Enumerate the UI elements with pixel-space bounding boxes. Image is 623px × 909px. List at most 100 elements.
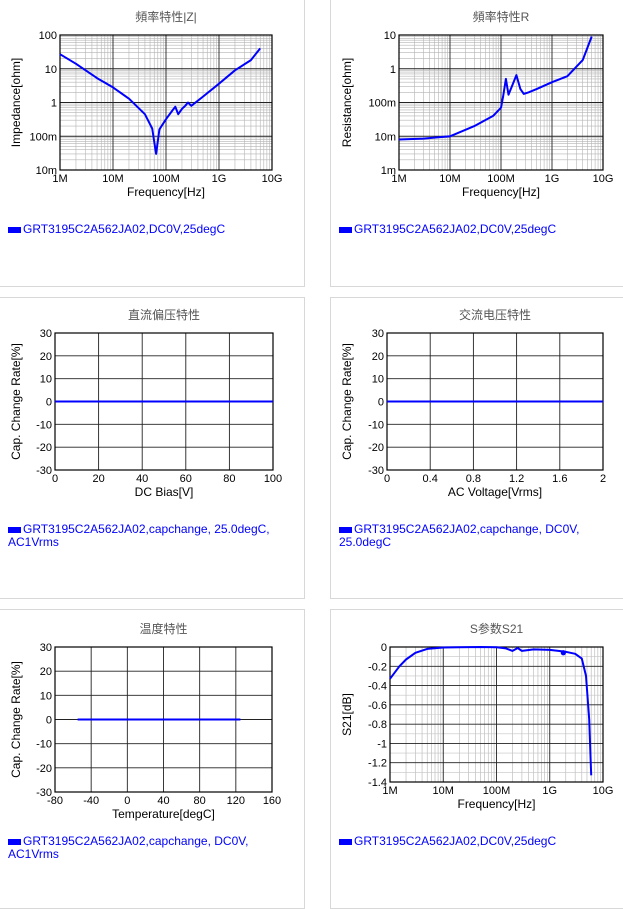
x-axis-label: Frequency[Hz] <box>127 185 205 199</box>
y-tick-label: 10 <box>40 690 52 702</box>
x-tick-label: 1.6 <box>552 473 567 485</box>
chart-temperature: -80 -40 0 40 80 120 160 -30 -20 -10 0 10 20 30 温度特性 Tem… <box>9 621 281 821</box>
legend-label: GRT3195C2A562JA02,DC0V,25degC <box>354 834 557 848</box>
y-tick-label: 10m <box>375 131 396 143</box>
y-axis-label: S21[dB] <box>340 693 354 736</box>
x-tick-label: 160 <box>263 795 281 807</box>
chart-s21: 1M 10M 100M 1G 10G -1.4 -1.2 -1 -0.8 -0.6 -0.4 -0.2… <box>340 621 614 811</box>
y-axis-label: Cap. Change Rate[%] <box>9 343 23 460</box>
x-axis-label: Frequency[Hz] <box>462 185 540 199</box>
x-tick-label: 1G <box>212 173 227 185</box>
x-axis-label: Frequency[Hz] <box>457 797 535 811</box>
legend-swatch <box>8 526 21 533</box>
chart-title: 頻率特性|Z| <box>135 9 197 24</box>
x-tick-label: 10M <box>439 173 460 185</box>
x-tick-label: 100M <box>152 173 180 185</box>
chart-ac-voltage: 0 0.4 0.8 1.2 1.6 2 -30 -20 -10 0 10 20 30 交流电压特性 AC V… <box>340 307 606 499</box>
chart-resistance: 1M 10M 100M 1G 10G 1m 10m 100m 1 10 頻率特性R Frequency… <box>340 9 613 199</box>
y-tick-label: 1 <box>390 64 396 76</box>
x-tick-label: 120 <box>227 795 245 807</box>
series-line <box>398 36 593 141</box>
chart-panel-impedance: 1M 10M 100M 1G 10G 10m 100m 1 10 100 頻率特性|Z| Freque… <box>0 0 305 287</box>
chart-panel-ac-voltage: 0 0.4 0.8 1.2 1.6 2 -30 -20 -10 0 10 20 30 交流电压特性 AC V… <box>330 297 623 599</box>
legend-swatch <box>339 526 352 533</box>
y-tick-label: 0 <box>46 715 52 727</box>
series-line <box>389 646 593 776</box>
chart-dc-bias: 0 20 40 60 80 100 -30 -20 -10 0 10 20 30 直流偏压特性 DC Bia… <box>9 307 282 499</box>
x-tick-label: 1.2 <box>509 473 524 485</box>
y-axis-label: Cap. Change Rate[%] <box>340 343 354 460</box>
y-tick-label: -0.2 <box>368 661 387 673</box>
x-tick-label: 0 <box>52 473 58 485</box>
chart-legend: GRT3195C2A562JA02,capchange, DC0V, 25.0d… <box>339 523 623 549</box>
y-tick-label: -1.2 <box>368 758 387 770</box>
y-tick-label: 10 <box>384 30 396 42</box>
chart-legend: GRT3195C2A562JA02,DC0V,25degC <box>339 835 623 848</box>
chart-panel-s21: 1M 10M 100M 1G 10G -1.4 -1.2 -1 -0.8 -0.6 -0.4 -0.2… <box>330 609 623 909</box>
y-tick-label: 1m <box>381 165 396 177</box>
x-tick-label: 0.4 <box>423 473 438 485</box>
y-axis-label: Impedance[ohm] <box>9 58 23 147</box>
y-tick-label: 20 <box>40 666 52 678</box>
x-tick-label: 100 <box>264 473 282 485</box>
y-tick-label: 30 <box>372 328 384 340</box>
y-tick-label: 10 <box>40 374 52 386</box>
x-tick-label: 0 <box>384 473 390 485</box>
y-tick-label: -10 <box>36 739 52 751</box>
plot-frame <box>59 34 273 171</box>
y-tick-label: 30 <box>40 328 52 340</box>
y-tick-label: -10 <box>368 419 384 431</box>
y-tick-label: -10 <box>36 419 52 431</box>
legend-label: GRT3195C2A562JA02,capchange, 25.0degC, A… <box>8 522 270 549</box>
chart-title: 交流电压特性 <box>459 307 531 322</box>
x-tick-label: 2 <box>600 473 606 485</box>
x-tick-label: 100M <box>487 173 515 185</box>
chart-legend: GRT3195C2A562JA02,DC0V,25degC <box>8 223 293 236</box>
y-tick-label: -0.4 <box>368 681 387 693</box>
y-tick-label: 1 <box>51 98 57 110</box>
x-tick-label: 80 <box>194 795 206 807</box>
chart-legend: GRT3195C2A562JA02,capchange, DC0V, AC1Vr… <box>8 835 293 861</box>
y-tick-label: 20 <box>372 351 384 363</box>
legend-label: GRT3195C2A562JA02,DC0V,25degC <box>354 222 557 236</box>
y-tick-label: -20 <box>36 763 52 775</box>
x-tick-label: 10G <box>593 785 614 797</box>
legend-swatch <box>8 838 21 845</box>
x-tick-label: 1M <box>391 173 406 185</box>
y-tick-label: -0.6 <box>368 700 387 712</box>
x-axis-label: DC Bias[V] <box>135 485 194 499</box>
chart-panel-temperature: -80 -40 0 40 80 120 160 -30 -20 -10 0 10 20 30 温度特性 Tem… <box>0 609 305 909</box>
x-tick-label: 1G <box>542 785 557 797</box>
series-line <box>59 47 261 155</box>
y-tick-label: 10 <box>372 374 384 386</box>
legend-label: GRT3195C2A562JA02,capchange, DC0V, AC1Vr… <box>8 834 249 861</box>
y-tick-label: -1 <box>377 738 387 750</box>
x-tick-label: 40 <box>136 473 148 485</box>
y-tick-label: -20 <box>36 442 52 454</box>
x-tick-label: 0 <box>124 795 130 807</box>
chart-impedance: 1M 10M 100M 1G 10G 10m 100m 1 10 100 頻率特性|Z| Freque… <box>9 9 283 199</box>
x-tick-label: 10G <box>262 173 283 185</box>
y-tick-label: -0.8 <box>368 719 387 731</box>
legend-swatch <box>339 838 352 845</box>
x-tick-label: 0.8 <box>466 473 481 485</box>
plot-frame <box>54 646 273 793</box>
chart-title: 頻率特性R <box>473 9 530 24</box>
legend-swatch <box>339 226 352 233</box>
legend-label: GRT3195C2A562JA02,DC0V,25degC <box>23 222 226 236</box>
y-tick-label: 10 <box>45 64 57 76</box>
y-tick-label: 0 <box>381 642 387 654</box>
y-axis-label: Resistance[ohm] <box>340 58 354 147</box>
x-tick-label: 10M <box>433 785 454 797</box>
chart-title: 温度特性 <box>139 621 187 636</box>
x-tick-label: 1M <box>382 785 397 797</box>
x-tick-label: 20 <box>92 473 104 485</box>
y-tick-label: 20 <box>40 351 52 363</box>
y-tick-label: -20 <box>368 442 384 454</box>
x-tick-label: 10M <box>102 173 123 185</box>
chart-panel-dc-bias: 0 20 40 60 80 100 -30 -20 -10 0 10 20 30 直流偏压特性 DC Bia… <box>0 297 305 599</box>
legend-swatch <box>8 226 21 233</box>
x-tick-label: 1G <box>545 173 560 185</box>
chart-title: S参数S21 <box>470 621 524 636</box>
y-tick-label: -30 <box>36 787 52 799</box>
